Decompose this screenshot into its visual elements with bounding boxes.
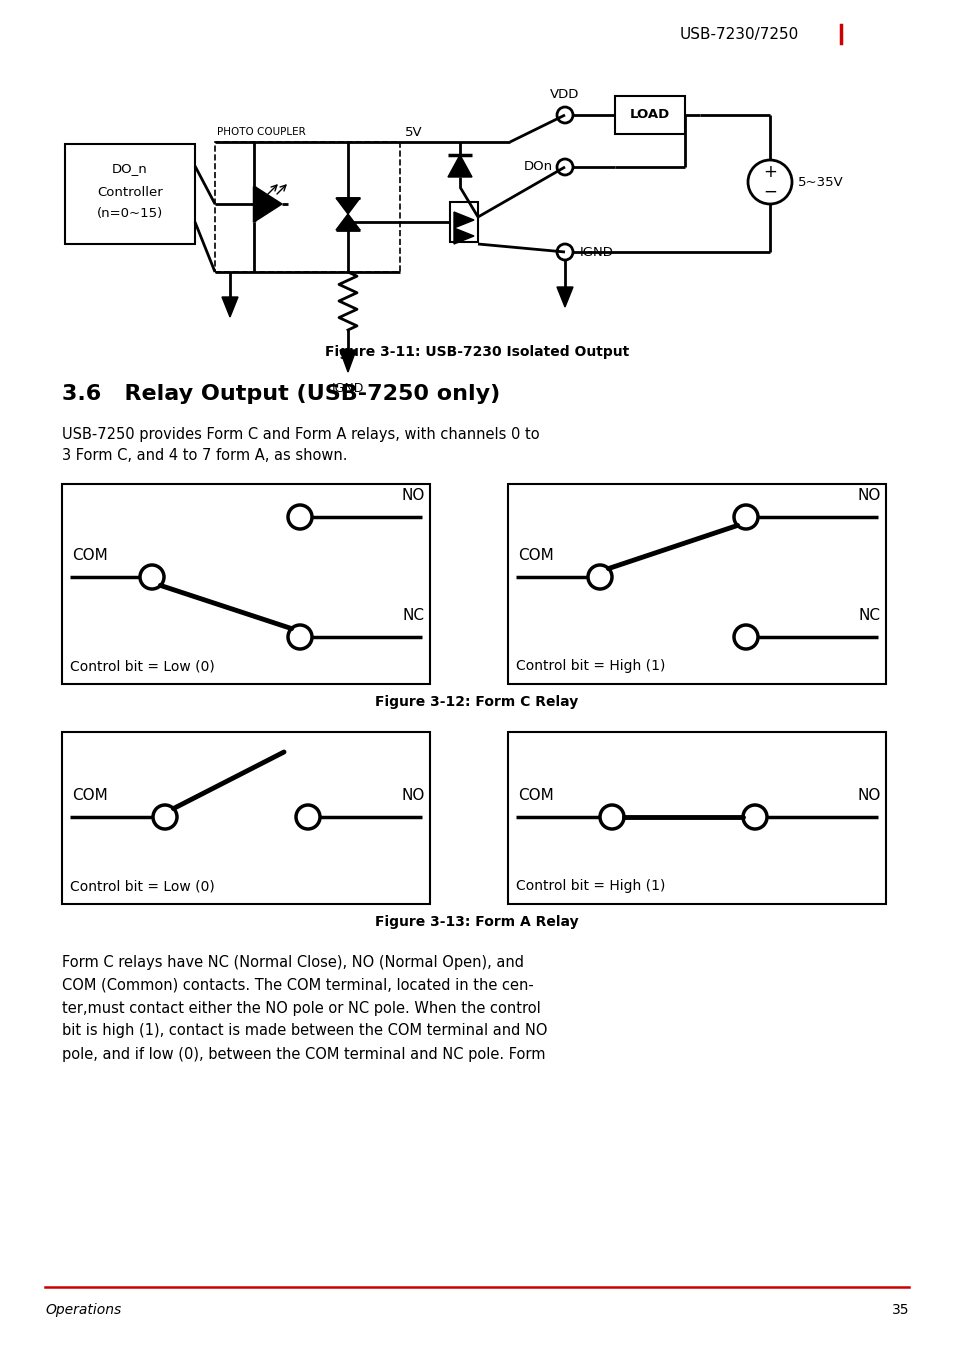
Text: Control bit = Low (0): Control bit = Low (0) — [70, 658, 214, 673]
Text: IGND: IGND — [332, 383, 364, 395]
Polygon shape — [222, 297, 237, 316]
Text: Figure 3-13: Form A Relay: Figure 3-13: Form A Relay — [375, 915, 578, 929]
Text: 35: 35 — [890, 1303, 908, 1317]
Text: (n=0~15): (n=0~15) — [97, 207, 163, 220]
Text: COM: COM — [71, 548, 108, 562]
Text: USB-7230/7250: USB-7230/7250 — [679, 27, 799, 42]
Text: IGND: IGND — [579, 246, 613, 258]
Bar — [65, 145, 194, 243]
Text: COM (Common) contacts. The COM terminal, located in the cen-: COM (Common) contacts. The COM terminal,… — [62, 977, 533, 992]
Text: +: + — [762, 164, 776, 181]
Text: Figure 3-11: USB-7230 Isolated Output: Figure 3-11: USB-7230 Isolated Output — [325, 345, 628, 360]
Polygon shape — [557, 287, 573, 307]
Text: NO: NO — [857, 787, 880, 803]
Text: 5~35V: 5~35V — [797, 176, 842, 188]
Polygon shape — [335, 214, 359, 230]
Text: 3 Form C, and 4 to 7 form A, as shown.: 3 Form C, and 4 to 7 form A, as shown. — [62, 449, 347, 464]
Bar — [507, 731, 885, 904]
Text: Controller: Controller — [97, 185, 163, 199]
Text: −: − — [762, 183, 776, 201]
Text: Control bit = High (1): Control bit = High (1) — [516, 658, 664, 673]
Text: bit is high (1), contact is made between the COM terminal and NO: bit is high (1), contact is made between… — [62, 1023, 547, 1038]
Polygon shape — [448, 155, 472, 177]
Text: ter,must contact either the NO pole or NC pole. When the control: ter,must contact either the NO pole or N… — [62, 1000, 540, 1015]
Bar — [62, 731, 430, 904]
Text: pole, and if low (0), between the COM terminal and NC pole. Form: pole, and if low (0), between the COM te… — [62, 1046, 545, 1061]
Text: 3.6   Relay Output (USB-7250 only): 3.6 Relay Output (USB-7250 only) — [62, 384, 499, 404]
Text: NO: NO — [401, 787, 424, 803]
Text: NC: NC — [858, 607, 880, 622]
Polygon shape — [253, 187, 282, 222]
Text: COM: COM — [517, 548, 553, 562]
Polygon shape — [454, 228, 474, 243]
Text: 5V: 5V — [405, 126, 422, 138]
Text: DO_n: DO_n — [112, 162, 148, 176]
Bar — [615, 96, 684, 134]
Text: Figure 3-12: Form C Relay: Figure 3-12: Form C Relay — [375, 695, 578, 708]
Text: Control bit = Low (0): Control bit = Low (0) — [70, 879, 214, 894]
Polygon shape — [335, 197, 359, 214]
Text: COM: COM — [71, 787, 108, 803]
Text: DOn: DOn — [523, 160, 553, 173]
Bar — [507, 484, 885, 684]
Polygon shape — [339, 350, 355, 372]
Text: NO: NO — [401, 488, 424, 503]
Text: Operations: Operations — [45, 1303, 121, 1317]
Text: NC: NC — [402, 607, 424, 622]
Text: VDD: VDD — [550, 88, 579, 101]
Bar — [450, 201, 477, 242]
Text: LOAD: LOAD — [629, 108, 669, 122]
Text: Form C relays have NC (Normal Close), NO (Normal Open), and: Form C relays have NC (Normal Close), NO… — [62, 955, 523, 969]
Text: PHOTO COUPLER: PHOTO COUPLER — [216, 127, 305, 137]
Polygon shape — [454, 212, 474, 228]
Text: USB-7250 provides Form C and Form A relays, with channels 0 to: USB-7250 provides Form C and Form A rela… — [62, 426, 539, 442]
Text: Control bit = High (1): Control bit = High (1) — [516, 879, 664, 894]
Text: NO: NO — [857, 488, 880, 503]
Bar — [214, 142, 399, 272]
Text: COM: COM — [517, 787, 553, 803]
Bar — [62, 484, 430, 684]
